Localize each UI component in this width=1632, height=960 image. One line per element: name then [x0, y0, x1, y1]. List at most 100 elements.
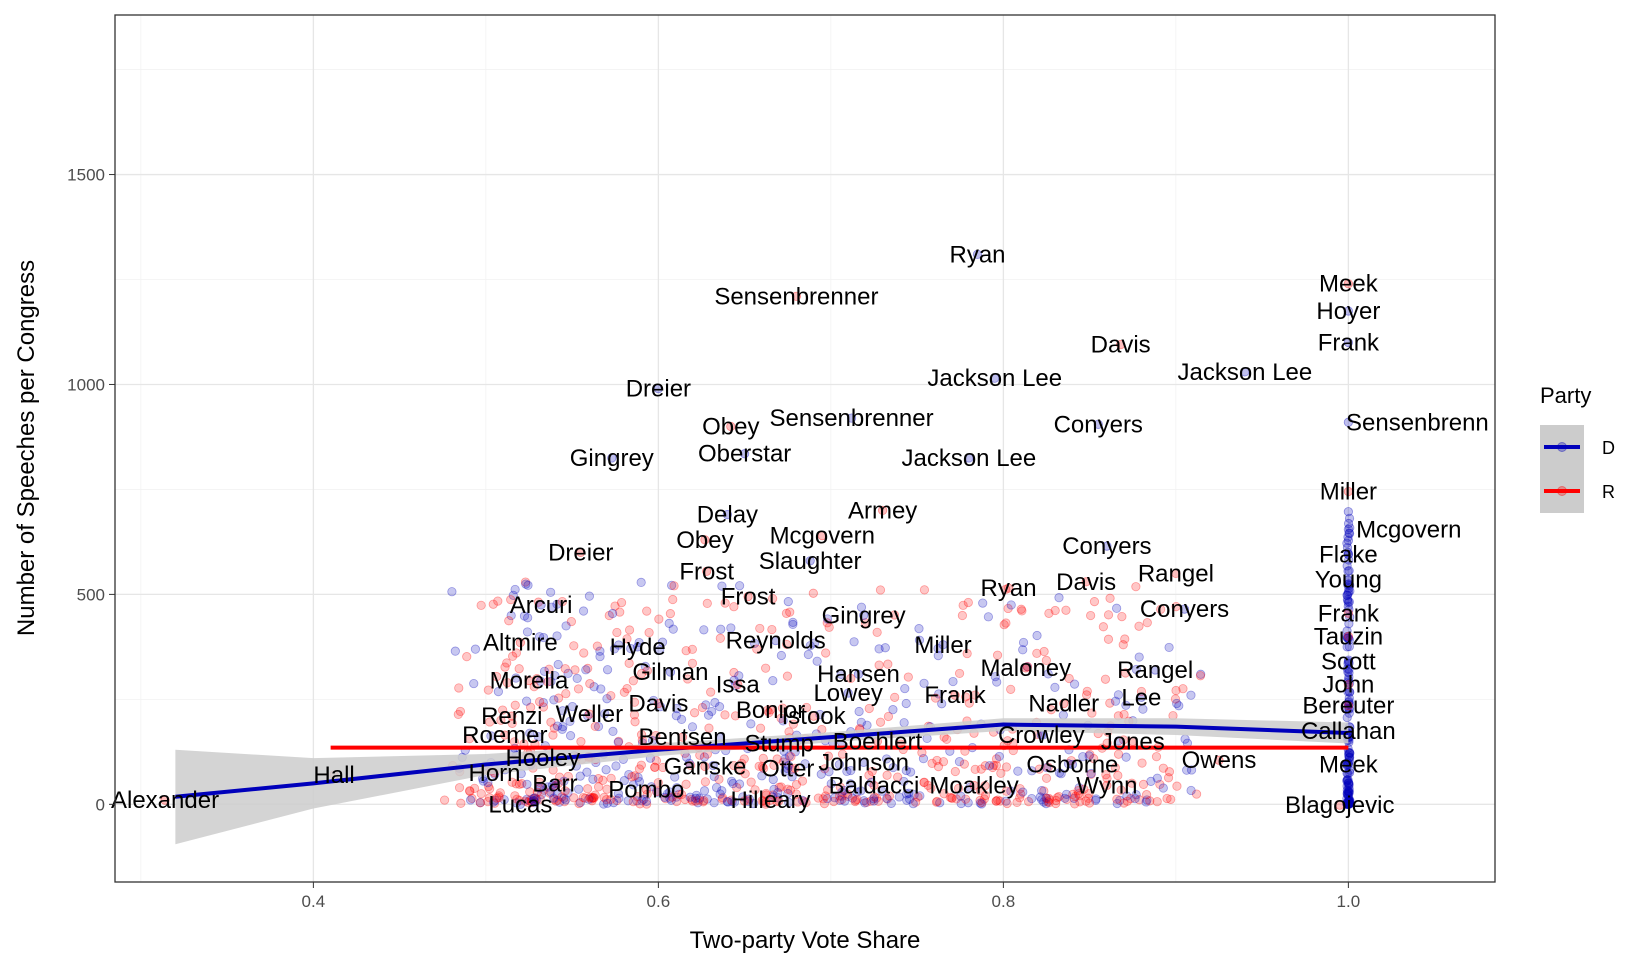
- point-label: Reynolds: [726, 628, 826, 655]
- data-point: [667, 580, 677, 590]
- point-label: Roemer: [462, 722, 547, 749]
- data-point: [942, 734, 952, 744]
- data-point: [650, 762, 660, 772]
- data-point: [667, 792, 677, 802]
- point-label: Hansen: [817, 661, 900, 688]
- data-point: [450, 646, 460, 656]
- data-point: [913, 792, 923, 802]
- data-point: [1343, 586, 1354, 597]
- data-point: [786, 752, 796, 762]
- data-point: [456, 798, 466, 808]
- data-point: [469, 783, 480, 793]
- point-label: Dreier: [548, 539, 613, 566]
- data-point: [961, 692, 971, 702]
- point-label: John: [1322, 672, 1374, 699]
- data-point: [1100, 674, 1111, 684]
- data-point: [699, 752, 709, 762]
- data-point: [552, 599, 562, 609]
- data-point: [1054, 593, 1064, 603]
- data-point: [969, 780, 979, 791]
- data-point: [1050, 682, 1060, 693]
- data-point: [1344, 799, 1354, 809]
- data-point: [880, 643, 890, 653]
- data-point: [708, 760, 718, 771]
- point-label: Bentsen: [638, 724, 726, 751]
- data-point: [634, 764, 645, 774]
- data-point: [754, 761, 764, 771]
- data-point: [1131, 790, 1141, 800]
- data-point: [1155, 779, 1165, 790]
- data-point: [455, 706, 466, 717]
- data-point: [1134, 652, 1144, 662]
- data-point: [685, 792, 695, 802]
- data-point: [1343, 549, 1353, 559]
- data-point: [727, 797, 737, 807]
- data-point: [746, 777, 756, 787]
- data-point: [875, 717, 886, 727]
- point-label: Bereuter: [1302, 693, 1394, 720]
- data-point: [1172, 698, 1182, 709]
- data-point: [626, 643, 636, 654]
- data-point: [1044, 793, 1054, 804]
- data-point: [1054, 768, 1065, 778]
- data-point: [843, 789, 853, 799]
- data-point: [1078, 752, 1088, 762]
- data-point: [607, 453, 617, 463]
- data-point: [687, 722, 698, 732]
- data-point: [1018, 637, 1029, 648]
- data-point: [580, 793, 590, 803]
- data-point: [1116, 339, 1126, 350]
- data-point: [1345, 796, 1355, 806]
- data-point: [729, 602, 739, 612]
- point-label: Maloney: [980, 655, 1071, 682]
- data-point: [784, 797, 794, 807]
- data-point: [700, 761, 710, 772]
- data-point: [531, 793, 541, 803]
- data-point: [709, 798, 719, 808]
- point-label: Moakley: [929, 772, 1018, 799]
- data-point: [799, 796, 809, 806]
- data-point: [1156, 604, 1166, 614]
- data-point: [1136, 686, 1147, 697]
- data-point: [1170, 694, 1181, 704]
- point-label: Hall: [313, 762, 354, 789]
- data-point: [551, 796, 561, 806]
- data-point: [554, 772, 565, 782]
- data-point: [589, 793, 599, 803]
- data-point: [628, 676, 638, 686]
- data-point: [528, 795, 539, 805]
- data-point: [585, 679, 595, 689]
- data-point: [651, 731, 661, 741]
- data-point: [609, 798, 619, 808]
- data-point: [520, 796, 530, 806]
- data-point: [1089, 597, 1100, 607]
- data-point: [919, 678, 929, 688]
- data-point: [1342, 799, 1352, 809]
- data-point: [1027, 766, 1037, 776]
- data-point: [947, 793, 957, 803]
- data-point: [651, 786, 662, 797]
- data-point: [772, 796, 782, 807]
- data-point: [785, 607, 795, 617]
- data-point: [1051, 795, 1061, 806]
- data-point: [933, 643, 943, 654]
- data-point: [866, 796, 876, 806]
- data-point: [1343, 518, 1354, 529]
- data-point: [493, 686, 503, 697]
- data-point: [948, 676, 958, 687]
- data-point: [1344, 655, 1354, 665]
- data-point: [574, 798, 584, 809]
- point-label: Arcuri: [510, 592, 573, 619]
- data-point: [613, 737, 623, 747]
- data-point: [1345, 699, 1355, 709]
- data-point: [1137, 758, 1147, 768]
- data-point: [1082, 686, 1092, 696]
- data-point: [813, 793, 823, 803]
- data-point: [1042, 793, 1052, 804]
- data-point: [606, 794, 616, 804]
- data-point: [1342, 797, 1353, 807]
- data-point: [602, 784, 612, 794]
- data-point: [1127, 778, 1137, 788]
- data-point: [1345, 687, 1355, 697]
- data-point: [1061, 789, 1072, 799]
